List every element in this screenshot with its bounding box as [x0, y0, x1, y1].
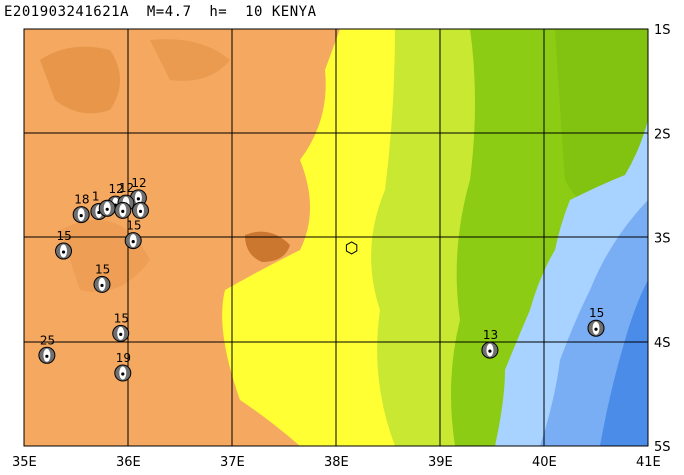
lat-label: 4S — [654, 336, 671, 351]
lat-label: 5S — [654, 440, 671, 455]
event-beachball: 15 — [112, 311, 130, 342]
lon-label: 36E — [116, 455, 141, 470]
lon-label: 37E — [220, 455, 245, 470]
event-depth-label: 12 — [119, 181, 134, 195]
lat-label: 3S — [654, 232, 671, 247]
event-beachball: 13 — [481, 328, 499, 359]
event-beachball: 18 — [72, 193, 90, 224]
event-beachball — [131, 201, 149, 219]
event-depth-label: 15 — [95, 262, 110, 276]
event-beachball: 15 — [124, 219, 142, 250]
map-title: E201903241621A M=4.7 h= 10 KENYA — [4, 4, 317, 20]
event-depth-label: 19 — [116, 351, 131, 365]
event-depth-label: 12 — [109, 182, 124, 196]
event-beachball: 15 — [93, 262, 111, 293]
event-depth-label: 13 — [483, 328, 498, 342]
lon-label: 40E — [532, 455, 557, 470]
event-depth-label: 15 — [57, 229, 72, 243]
event-depth-label: 12 — [131, 176, 146, 190]
hexagon-epicenter-icon — [345, 241, 358, 255]
longitude-labels: 35E 36E 37E 38E 39E 40E 41E — [12, 455, 661, 470]
lat-label: 2S — [654, 127, 671, 142]
lon-label: 38E — [324, 455, 349, 470]
lon-label: 35E — [12, 455, 37, 470]
event-beachball: 25 — [38, 333, 56, 364]
event-depth-label: 15 — [114, 311, 129, 325]
event-depth-label: 15 — [589, 306, 604, 320]
event-depth-label: 25 — [40, 333, 55, 347]
event-depth-label: 18 — [74, 193, 89, 207]
lat-label: 1S — [654, 23, 671, 38]
event-depth-label: 1 — [92, 189, 100, 203]
event-beachball — [114, 201, 132, 219]
lon-label: 41E — [636, 455, 661, 470]
event-beachball: 19 — [114, 351, 132, 382]
event-beachball: 12 — [129, 176, 147, 207]
latitude-labels: 1S 2S 3S 4S 5S — [654, 23, 671, 455]
event-beachball: 15 — [587, 306, 605, 337]
event-depth-label: 15 — [126, 219, 141, 233]
event-beachball — [98, 199, 116, 217]
event-beachball: 15 — [55, 229, 73, 260]
lon-label: 39E — [428, 455, 453, 470]
